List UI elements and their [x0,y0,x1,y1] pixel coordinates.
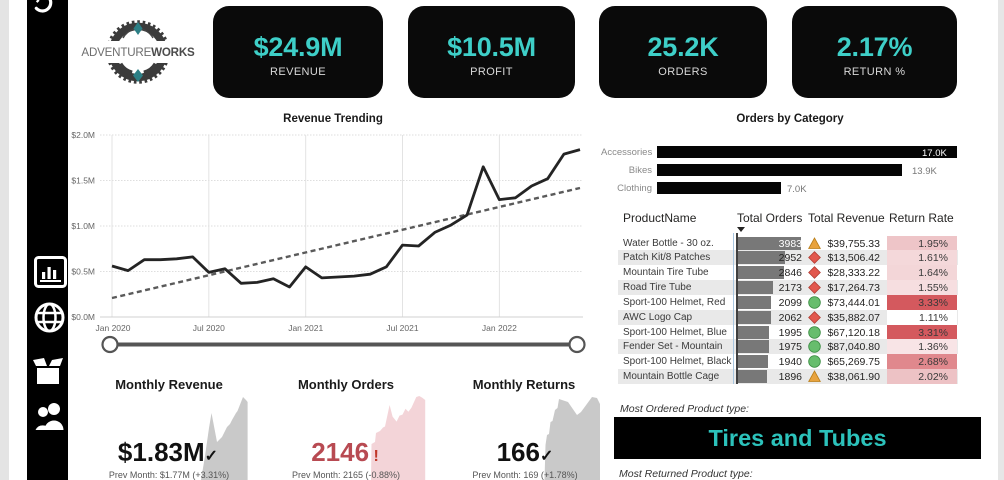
svg-text:$1.5M: $1.5M [71,176,95,186]
svg-text:Jan 2021: Jan 2021 [288,323,323,333]
svg-text:$2.0M: $2.0M [71,130,95,140]
svg-text:$0.0M: $0.0M [71,312,95,322]
svg-text:Jul 2021: Jul 2021 [386,323,418,333]
svg-text:Jan 2022: Jan 2022 [482,323,517,333]
svg-text:$0.5M: $0.5M [71,267,95,277]
svg-text:Jan 2020: Jan 2020 [96,323,131,333]
svg-text:$1.0M: $1.0M [71,221,95,231]
svg-text:ADVENTUREWORKS: ADVENTUREWORKS [81,46,195,59]
svg-text:Jul 2020: Jul 2020 [193,323,225,333]
